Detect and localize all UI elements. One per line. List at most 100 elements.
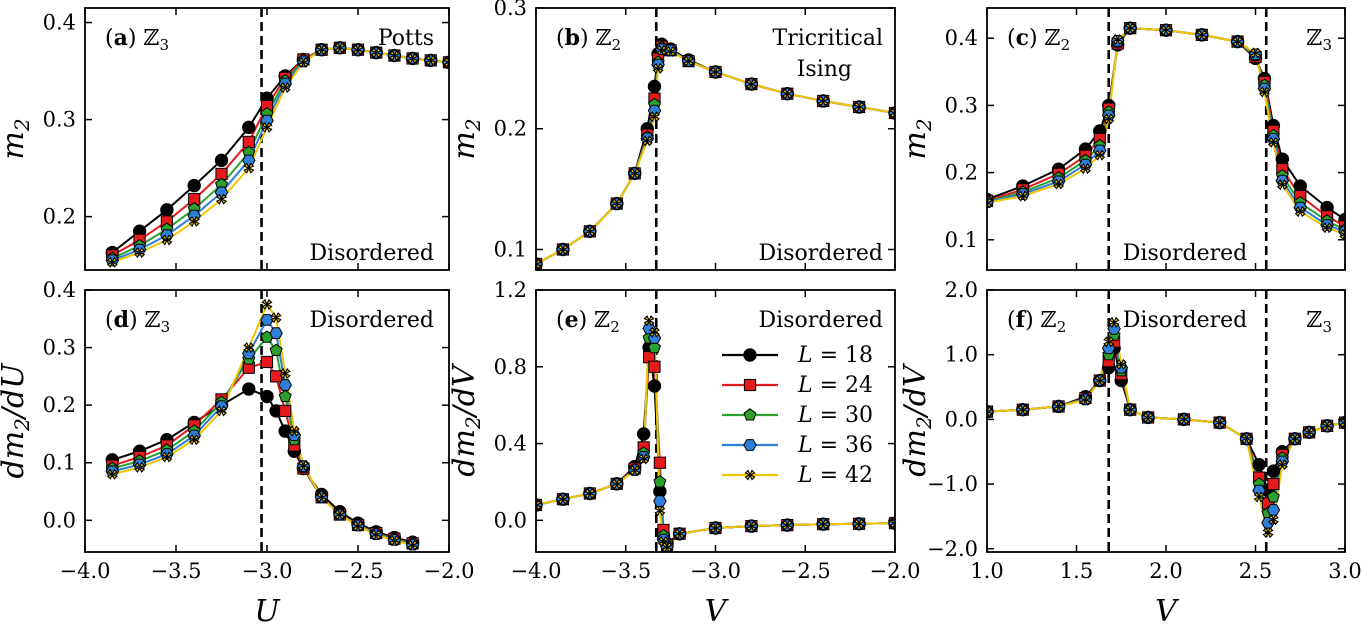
data-point <box>270 370 283 383</box>
data-point <box>557 493 569 505</box>
data-point <box>853 101 865 113</box>
data-point <box>261 298 273 310</box>
x-tick-label: −2.5 <box>780 559 831 583</box>
series-group <box>105 40 449 268</box>
y-tick-label: 0.3 <box>945 93 978 117</box>
x-axis-label: V <box>705 594 730 629</box>
panel-title: (a) ℤ3 <box>105 25 169 54</box>
data-point <box>1241 433 1253 445</box>
y-tick-label: 0.2 <box>43 393 76 417</box>
x-tick-label: −3.5 <box>600 559 651 583</box>
data-point <box>648 340 661 354</box>
y-tick-label: 0.0 <box>494 508 527 532</box>
data-point <box>745 78 757 90</box>
data-point <box>1303 426 1315 438</box>
series-group <box>536 315 895 552</box>
series-group <box>536 37 895 270</box>
y-tick-label: 0.1 <box>494 237 527 261</box>
x-tick-label: −2.5 <box>333 559 384 583</box>
data-point <box>1160 24 1172 36</box>
legend-marker <box>743 439 757 451</box>
data-point <box>654 505 666 517</box>
data-point <box>853 518 865 530</box>
data-point <box>316 491 328 503</box>
data-point <box>1232 36 1244 48</box>
data-point <box>643 315 655 327</box>
data-point <box>134 461 146 473</box>
data-point <box>536 499 542 511</box>
annotation: Disordered <box>1123 308 1247 333</box>
data-point <box>243 342 255 354</box>
data-point <box>653 495 667 507</box>
data-point <box>1266 464 1281 478</box>
y-axis-label: dm2/dV <box>898 362 936 477</box>
y-tick-label: 0.2 <box>945 161 978 185</box>
y-axis-label: m2 <box>898 118 936 159</box>
annotation: Disordered <box>759 308 883 333</box>
data-point <box>1253 491 1265 503</box>
data-point <box>1124 22 1136 34</box>
data-point <box>1103 336 1115 348</box>
data-point <box>188 434 200 446</box>
y-tick-label: 2.0 <box>945 278 978 302</box>
data-point <box>648 326 661 338</box>
legend: L = 18 L = 24 L = 30 L = 36 L = 42 <box>722 343 873 488</box>
x-tick-label: 2.5 <box>1239 559 1272 583</box>
annotation: ℤ3 <box>1306 308 1332 336</box>
data-point <box>1178 413 1190 425</box>
legend-item: L = 36 <box>722 433 873 458</box>
x-tick-label: −2.0 <box>424 559 475 583</box>
data-point <box>1266 504 1281 516</box>
x-tick-label: 1.5 <box>1060 559 1093 583</box>
data-point <box>1339 417 1345 429</box>
data-point <box>1262 527 1274 539</box>
data-point <box>160 203 174 217</box>
data-point <box>443 56 449 68</box>
annotation: Disordered <box>310 241 434 266</box>
data-point <box>269 343 283 356</box>
data-point <box>279 82 291 94</box>
x-tick-label: 2.0 <box>1149 559 1182 583</box>
data-point <box>1252 457 1266 472</box>
data-point <box>709 66 722 78</box>
data-point <box>611 198 623 210</box>
y-axis-label: m2 <box>447 118 485 159</box>
data-point <box>1321 222 1333 234</box>
data-point <box>1053 178 1065 190</box>
data-point <box>316 44 328 56</box>
data-point <box>1267 477 1280 491</box>
data-point <box>1266 490 1280 503</box>
data-point <box>987 197 993 209</box>
y-tick-label: −2.0 <box>927 537 978 561</box>
x-tick-label: −3.0 <box>690 559 741 583</box>
data-point <box>1142 411 1154 423</box>
data-point <box>629 464 641 476</box>
series-line-L36 <box>987 328 1345 526</box>
data-point <box>629 167 641 179</box>
panel-title: (c) ℤ2 <box>1007 25 1070 54</box>
data-point <box>648 360 661 373</box>
data-point <box>1108 316 1120 328</box>
legend-marker <box>744 469 756 481</box>
data-point <box>243 162 255 174</box>
data-point <box>161 451 173 463</box>
data-point <box>134 246 146 259</box>
x-tick-label: 3.0 <box>1328 559 1361 583</box>
x-axis-label: U <box>254 594 281 629</box>
data-point <box>647 379 662 393</box>
y-tick-label: 1.0 <box>945 343 978 367</box>
data-point <box>1267 514 1279 526</box>
data-point <box>1079 394 1091 406</box>
x-tick-label: −3.0 <box>242 559 293 583</box>
data-point <box>370 47 382 59</box>
data-point <box>214 153 229 168</box>
y-tick-label: 0.3 <box>494 0 527 20</box>
data-point <box>242 120 256 135</box>
legend-marker <box>743 378 757 392</box>
data-point <box>674 528 686 540</box>
y-axis-label: m2 <box>0 118 34 159</box>
x-tick-label: 1.0 <box>970 559 1003 583</box>
data-point <box>683 55 695 67</box>
